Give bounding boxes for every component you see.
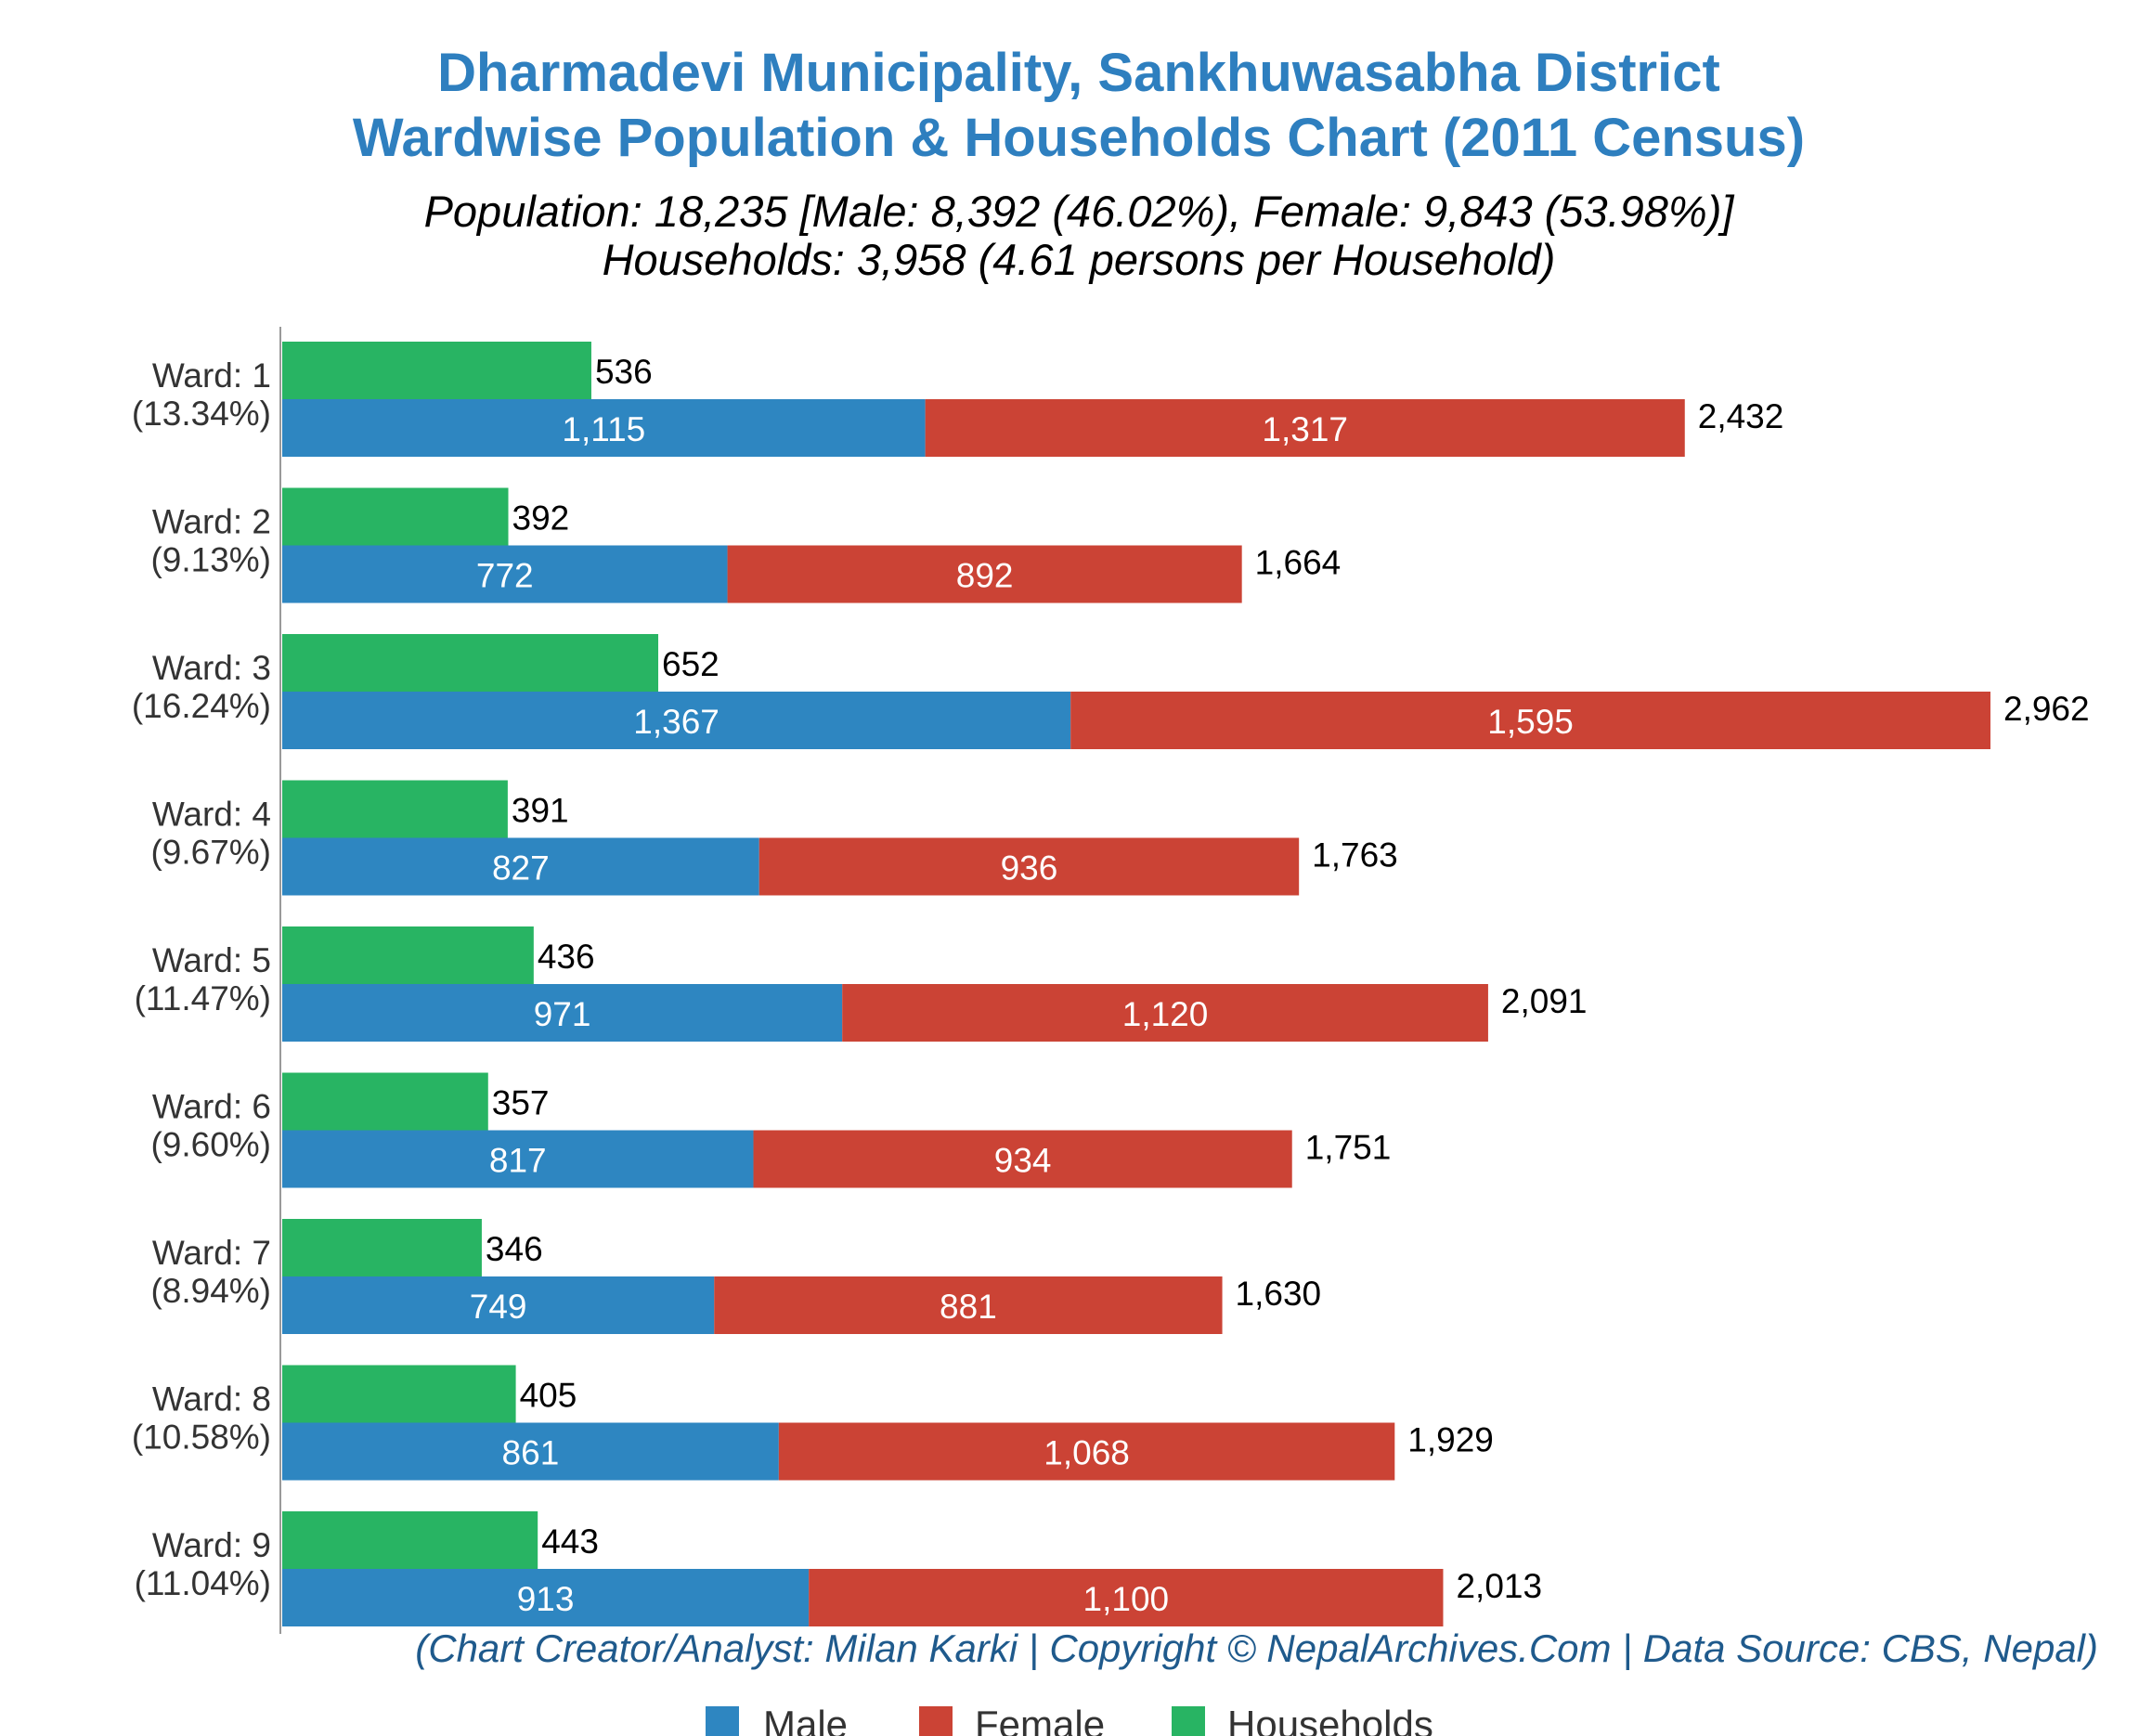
male-value-label: 749 — [470, 1288, 527, 1326]
female-bar — [758, 837, 1300, 896]
female-value-label: 934 — [994, 1142, 1052, 1180]
female-value-label: 881 — [940, 1288, 997, 1326]
total-value-label: 2,432 — [1698, 397, 1784, 435]
male-value-label: 772 — [476, 557, 534, 595]
total-value-label: 2,962 — [2003, 690, 2090, 728]
female-value-label: 892 — [956, 557, 1014, 595]
households-bar — [282, 926, 534, 984]
female-bar — [714, 1276, 1223, 1334]
households-value-label: 652 — [662, 645, 719, 683]
chart-title-line2: Wardwise Population & Households Chart (… — [353, 108, 1805, 168]
legend-male-swatch — [706, 1706, 739, 1736]
households-value-label: 405 — [520, 1377, 577, 1415]
chart-subtitle-line1: Population: 18,235 [Male: 8,392 (46.02%)… — [424, 187, 1735, 236]
ward-share-label: (8.94%) — [150, 1272, 271, 1310]
male-bar — [282, 837, 759, 896]
female-value-label: 936 — [1001, 849, 1058, 887]
ward-share-label: (16.24%) — [132, 687, 271, 725]
male-bar — [282, 399, 926, 457]
households-bar — [282, 487, 509, 546]
legend-male-label: Male — [763, 1703, 848, 1736]
female-value-label: 1,068 — [1044, 1434, 1130, 1472]
female-bar — [778, 1422, 1395, 1481]
ward-share-label: (11.47%) — [135, 979, 271, 1017]
households-value-label: 391 — [512, 792, 569, 830]
male-bar — [282, 545, 728, 603]
households-value-label: 443 — [541, 1522, 599, 1561]
total-value-label: 1,630 — [1236, 1275, 1322, 1313]
legend-female-swatch — [919, 1706, 953, 1736]
male-value-label: 827 — [492, 849, 550, 887]
male-bar — [282, 1422, 779, 1481]
female-bar — [1070, 692, 1990, 749]
households-value-label: 392 — [512, 499, 570, 538]
households-bar — [282, 634, 659, 692]
total-value-label: 2,013 — [1456, 1567, 1542, 1605]
legend-households-swatch — [1172, 1706, 1205, 1736]
female-value-label: 1,317 — [1262, 410, 1348, 448]
ward-label: Ward: 6 — [152, 1088, 271, 1126]
households-bar — [282, 780, 508, 838]
ward-label: Ward: 7 — [152, 1234, 271, 1272]
households-bar — [282, 1219, 482, 1276]
male-value-label: 971 — [534, 995, 591, 1033]
total-value-label: 2,091 — [1501, 982, 1588, 1020]
male-bar — [282, 692, 1071, 749]
households-value-label: 536 — [595, 353, 653, 391]
households-value-label: 436 — [538, 938, 595, 976]
households-value-label: 346 — [486, 1230, 543, 1268]
ward-label: Ward: 8 — [152, 1380, 271, 1419]
total-value-label: 1,751 — [1305, 1129, 1392, 1167]
total-value-label: 1,763 — [1312, 836, 1398, 874]
households-value-label: 357 — [492, 1084, 550, 1122]
male-bar — [282, 1130, 754, 1188]
ward-label: Ward: 1 — [152, 356, 271, 395]
ward-share-label: (10.58%) — [132, 1419, 271, 1457]
households-bar — [282, 1365, 516, 1423]
female-bar — [925, 399, 1685, 457]
female-value-label: 1,100 — [1083, 1580, 1170, 1618]
female-value-label: 1,595 — [1487, 703, 1574, 741]
bars-group: 536 1,115 1,317 2,432 Ward: 1(13.34%) 392 772 8… — [132, 342, 2090, 1626]
ward-share-label: (9.13%) — [150, 541, 271, 579]
male-bar — [282, 1569, 810, 1626]
ward-label: Ward: 4 — [152, 796, 271, 834]
ward-label: Ward: 3 — [152, 649, 271, 687]
female-bar — [727, 545, 1242, 603]
female-bar — [842, 984, 1488, 1042]
female-bar — [809, 1569, 1444, 1626]
legend-female-label: Female — [975, 1703, 1105, 1736]
male-bar — [282, 984, 843, 1042]
households-bar — [282, 1511, 538, 1569]
total-value-label: 1,664 — [1255, 544, 1342, 582]
male-value-label: 817 — [489, 1142, 547, 1180]
male-value-label: 1,367 — [633, 703, 719, 741]
ward-share-label: (11.04%) — [135, 1564, 271, 1602]
legend-households-label: Households — [1227, 1703, 1433, 1736]
households-bar — [282, 1072, 488, 1131]
households-bar — [282, 342, 591, 399]
chart-credit: (Chart Creator/Analyst: Milan Karki | Co… — [415, 1626, 2098, 1671]
male-bar — [282, 1276, 715, 1334]
ward-share-label: (9.67%) — [150, 834, 271, 872]
female-value-label: 1,120 — [1122, 995, 1209, 1033]
ward-share-label: (13.34%) — [132, 395, 271, 433]
total-value-label: 1,929 — [1407, 1421, 1494, 1459]
ward-share-label: (9.60%) — [150, 1126, 271, 1164]
chart-subtitle-line2: Households: 3,958 (4.61 persons per Hous… — [603, 235, 1556, 284]
female-bar — [753, 1130, 1292, 1188]
ward-label: Ward: 2 — [152, 503, 271, 541]
ward-label: Ward: 9 — [152, 1526, 271, 1564]
male-value-label: 861 — [502, 1434, 560, 1472]
legend: Male Female Households — [706, 1703, 1433, 1736]
ward-label: Ward: 5 — [152, 941, 271, 979]
male-value-label: 1,115 — [562, 410, 645, 448]
male-value-label: 913 — [517, 1580, 575, 1618]
chart-title-line1: Dharmadevi Municipality, Sankhuwasabha D… — [437, 43, 1720, 103]
